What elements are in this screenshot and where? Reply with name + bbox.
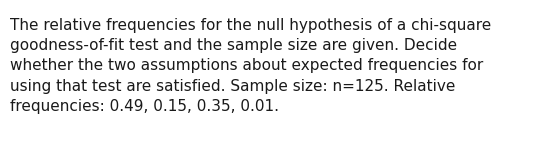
Text: The relative frequencies for the null hypothesis of a chi-square
goodness-of-fit: The relative frequencies for the null hy… [10,18,491,114]
